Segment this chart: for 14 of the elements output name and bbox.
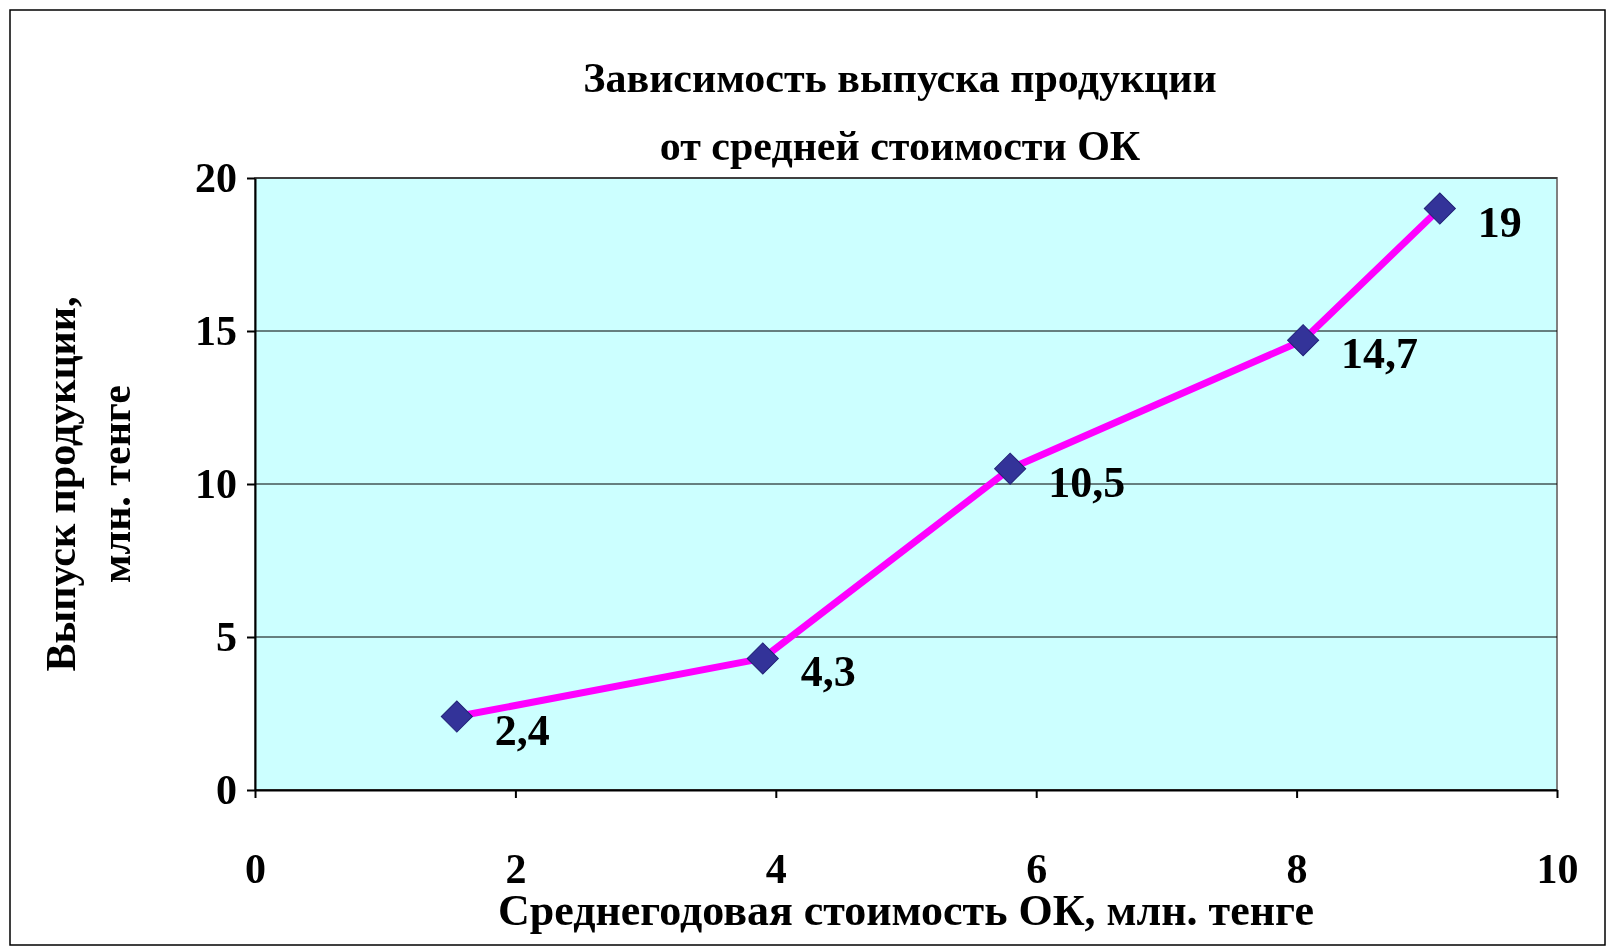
chart-title: Зависимость выпуска продукции от средней стоимости ОК xyxy=(583,55,1217,169)
y-tick-label: 20 xyxy=(195,154,237,201)
data-label: 19 xyxy=(1477,197,1522,247)
data-label: 14,7 xyxy=(1341,329,1419,379)
data-label: 10,5 xyxy=(1048,457,1126,507)
data-label: 4,3 xyxy=(800,647,856,697)
data-label: 2,4 xyxy=(494,705,550,755)
x-tick-label: 10 xyxy=(1536,845,1579,892)
y-tick-label: 15 xyxy=(195,307,237,354)
y-tick-label: 5 xyxy=(216,613,237,660)
y-axis-title: Выпуск продукции, млн. тенге xyxy=(38,296,139,672)
y-tick-label: 10 xyxy=(195,460,237,507)
x-tick-label: 0 xyxy=(245,845,266,892)
y-tick-label: 0 xyxy=(216,766,237,813)
